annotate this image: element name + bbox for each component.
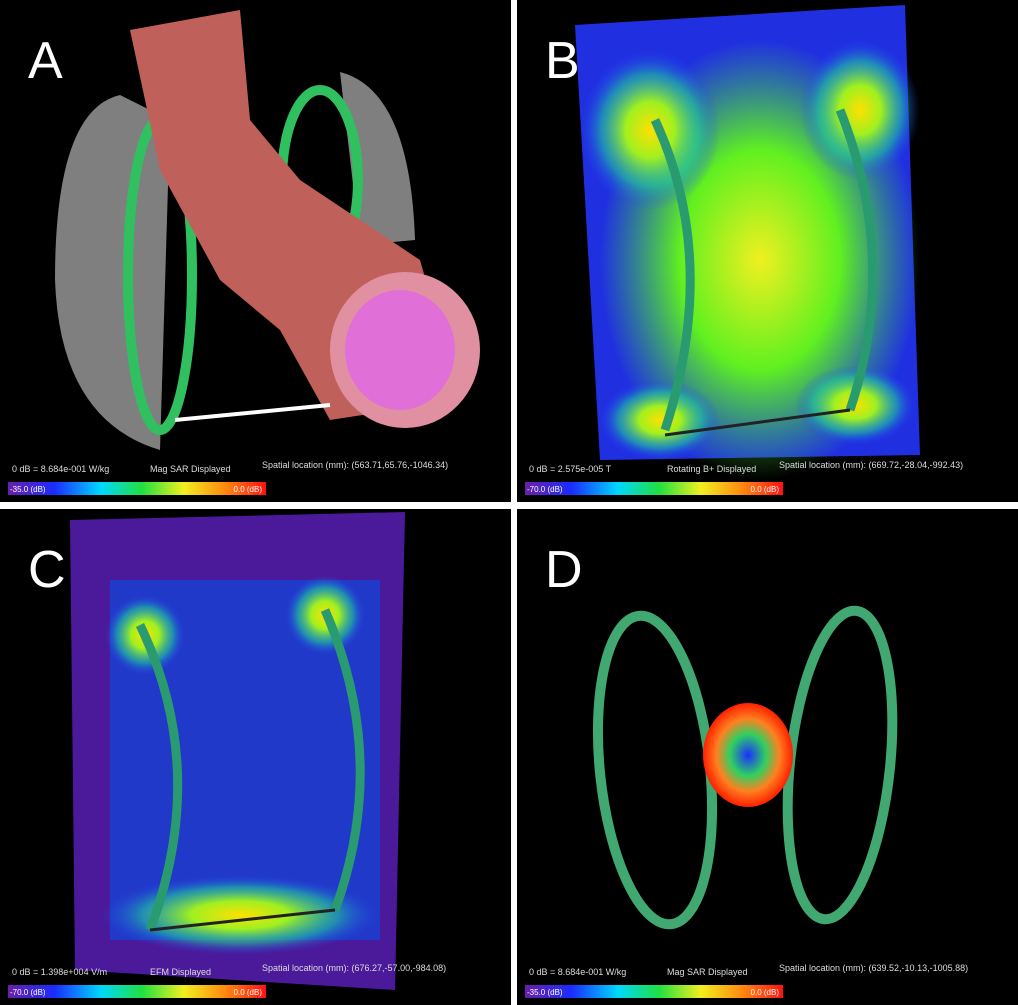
colorbar-max: 0.0 (dB): [751, 988, 780, 997]
panel-a: [0, 0, 511, 502]
mode-text: EFM Displayed: [150, 967, 211, 977]
colorbar-min: -70.0 (dB): [10, 988, 46, 997]
location-text: Spatial location (mm): (639.52,-10.13,-1…: [779, 963, 968, 973]
location-text: Spatial location (mm): (669.72,-28.04,-9…: [779, 460, 963, 470]
colorbar-max: 0.0 (dB): [234, 485, 263, 494]
field-hotspot: [580, 50, 720, 210]
mode-text: Mag SAR Displayed: [150, 464, 231, 474]
panel-b: [517, 0, 1018, 502]
panel-label: C: [28, 541, 66, 599]
colorbar-max: 0.0 (dB): [234, 988, 263, 997]
panel-label: B: [545, 32, 580, 90]
colorbar: [525, 985, 783, 998]
mode-text: Mag SAR Displayed: [667, 967, 748, 977]
scale-text: 0 dB = 8.684e-001 W/kg: [529, 967, 626, 977]
colorbar: [8, 985, 266, 998]
body-section: [345, 290, 455, 410]
colorbar-max: 0.0 (dB): [751, 485, 780, 494]
colorbar-min: -35.0 (dB): [10, 485, 46, 494]
field-hotspot: [100, 875, 380, 955]
panel-label: A: [28, 32, 63, 90]
colorbar-min: -35.0 (dB): [527, 988, 563, 997]
scale-text: 0 dB = 1.398e+004 V/m: [12, 967, 107, 977]
panel-label: D: [545, 541, 583, 599]
body-section: [703, 703, 793, 807]
colorbar-min: -70.0 (dB): [527, 485, 563, 494]
panel-d: [517, 509, 1018, 1005]
colorbar: [525, 482, 783, 495]
mode-text: Rotating B+ Displayed: [667, 464, 756, 474]
scale-text: 0 dB = 2.575e-005 T: [529, 464, 612, 474]
location-text: Spatial location (mm): (563.71,65.76,-10…: [262, 460, 448, 470]
location-text: Spatial location (mm): (676.27,-57.00,-9…: [262, 963, 446, 973]
panel-c: [0, 509, 511, 1005]
colorbar: [8, 482, 266, 495]
scale-text: 0 dB = 8.684e-001 W/kg: [12, 464, 109, 474]
figure: A 0 dB = 8.684e-001 W/kg Mag SAR Displayed…: [0, 0, 1018, 1005]
field-hotspot: [600, 380, 720, 460]
